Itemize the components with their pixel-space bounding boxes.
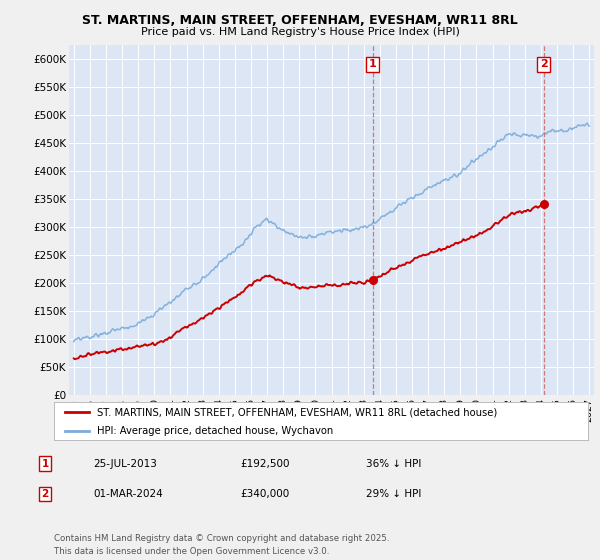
Text: Price paid vs. HM Land Registry's House Price Index (HPI): Price paid vs. HM Land Registry's House … (140, 27, 460, 37)
Text: HPI: Average price, detached house, Wychavon: HPI: Average price, detached house, Wych… (97, 426, 333, 436)
Text: 2: 2 (540, 59, 547, 69)
Text: 36% ↓ HPI: 36% ↓ HPI (366, 459, 421, 469)
Text: ST. MARTINS, MAIN STREET, OFFENHAM, EVESHAM, WR11 8RL (detached house): ST. MARTINS, MAIN STREET, OFFENHAM, EVES… (97, 407, 497, 417)
Text: 01-MAR-2024: 01-MAR-2024 (93, 489, 163, 499)
Text: £340,000: £340,000 (240, 489, 289, 499)
Text: 25-JUL-2013: 25-JUL-2013 (93, 459, 157, 469)
Text: 1: 1 (41, 459, 49, 469)
Text: 29% ↓ HPI: 29% ↓ HPI (366, 489, 421, 499)
Text: 1: 1 (369, 59, 377, 69)
Text: 2: 2 (41, 489, 49, 499)
Text: £192,500: £192,500 (240, 459, 290, 469)
Text: ST. MARTINS, MAIN STREET, OFFENHAM, EVESHAM, WR11 8RL: ST. MARTINS, MAIN STREET, OFFENHAM, EVES… (82, 14, 518, 27)
Text: Contains HM Land Registry data © Crown copyright and database right 2025.
This d: Contains HM Land Registry data © Crown c… (54, 534, 389, 556)
